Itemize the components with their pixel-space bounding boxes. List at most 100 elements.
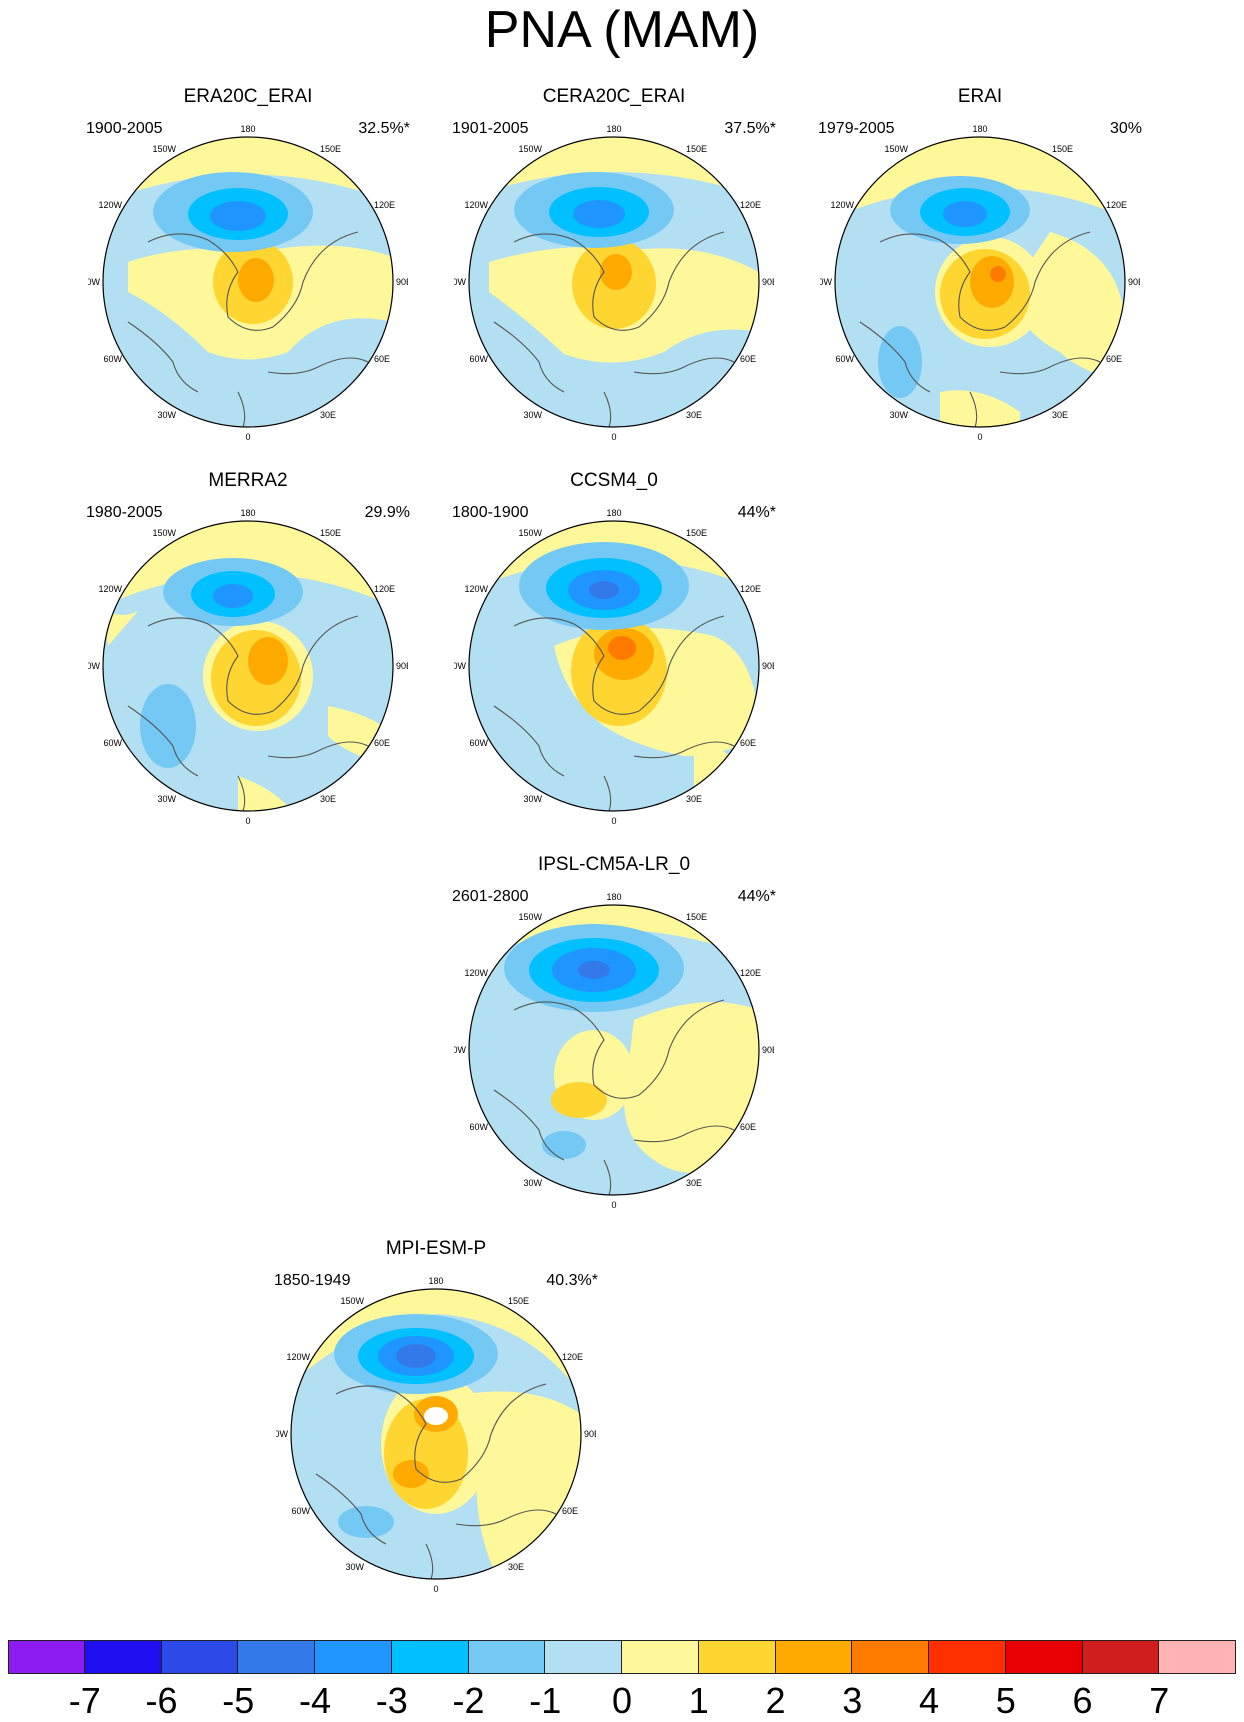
negative-anomaly-core [589,581,619,599]
lon-label: 90W [820,277,832,287]
lon-label: 90E [584,1429,596,1439]
lon-label: 30E [508,1562,524,1572]
negative-anomaly-core [210,201,266,231]
colorbar [8,1640,1236,1676]
colorbar-segment [468,1640,546,1674]
lon-label: 60E [374,354,390,364]
lon-label: 60W [835,354,854,364]
map-panel-merra2: MERRA2 1980-2005 29.9% 180 150E 120E 90E… [68,470,428,850]
colorbar-segment [1159,1640,1236,1674]
panel-title: ERAI [957,86,1003,107]
negative-anomaly-core [213,584,253,608]
map-panel-ipsl-cm5a-lr-0: IPSL-CM5A-LR_0 2601-2800 44%* 180 150E 1… [434,854,794,1234]
colorbar-tick-label: -1 [529,1680,562,1721]
lon-label: 0 [433,1584,438,1594]
lon-label: 180 [606,508,621,518]
lon-label: 60W [469,354,488,364]
lon-label: 150E [508,1296,529,1306]
coastline [315,1383,557,1579]
lon-label: 150W [152,528,176,538]
panel-title: ERA20C_ERAI [183,86,313,107]
colorbar-tick-label: -5 [222,1680,255,1721]
negative-anomaly-core [578,961,610,979]
lon-label: 120W [830,200,854,210]
lon-label: 60W [469,1122,488,1132]
lon-label: 120E [740,200,761,210]
coastline [127,615,369,811]
lon-label: 60E [740,354,756,364]
page-title: PNA (MAM) [484,1,760,59]
colorbar-segment [84,1640,162,1674]
coastline [859,231,1101,427]
lon-label: 120W [464,968,488,978]
lon-label: 120E [740,968,761,978]
polar-map: 180 150E 120E 90E 60E 30E 0 30W 60W 90W … [820,124,1140,442]
colorbar-tick-label: -2 [452,1680,485,1721]
lon-label: 120W [98,584,122,594]
lon-label: 90E [762,1045,774,1055]
lon-label: 0 [611,816,616,826]
lon-label: 90W [276,1429,288,1439]
lon-label: 30E [686,794,702,804]
negative-anomaly-core [943,201,987,227]
lon-label: 120W [286,1352,310,1362]
colorbar-segment [852,1640,929,1674]
period-label: 2601-2800 [452,888,529,905]
colorbar-tick-label: -7 [68,1680,101,1721]
variance-label: 44%* [737,504,776,521]
lon-label: 180 [428,1276,443,1286]
panel-title: CERA20C_ERAI [542,86,686,107]
colorbar-segment [545,1640,622,1674]
lon-label: 150W [884,144,908,154]
variance-label: 29.9% [364,504,410,521]
map-border [290,1288,582,1580]
lon-label: 0 [611,432,616,442]
lon-label: 180 [240,508,255,518]
lon-label: 120W [464,200,488,210]
lon-label: 90E [1128,277,1140,287]
lon-label: 30E [320,794,336,804]
lon-label: 60E [374,738,390,748]
colorbar-segment [698,1640,776,1674]
polar-map: 180 150E 120E 90E 60E 30E 0 30W 60W 90W … [454,892,774,1210]
lon-label: 180 [972,124,987,134]
lon-label: 30E [320,410,336,420]
lon-label: 90W [88,277,100,287]
lon-label: 60E [1106,354,1122,364]
period-label: 1979-2005 [818,120,895,137]
colorbar-tick-label: 6 [1072,1680,1093,1721]
period-label: 1901-2005 [452,120,529,137]
polar-map: 180 150E 120E 90E 60E 30E 0 30W 60W 90W … [88,508,408,826]
lon-label: 90E [762,277,774,287]
lon-label: 120E [374,200,395,210]
lon-label: 60W [103,354,122,364]
polar-map: 180 150E 120E 90E 60E 30E 0 30W 60W 90W … [454,124,774,442]
lon-label: 30W [523,794,542,804]
colorbar-tick-label: 5 [995,1680,1016,1721]
lon-label: 120E [1106,200,1127,210]
lon-label: 150E [320,528,341,538]
colorbar-segment [8,1640,85,1674]
colorbar-tick-label: -6 [145,1680,178,1721]
colorbar-segment [238,1640,315,1674]
lon-label: 150W [340,1296,364,1306]
colorbar-tick-label: -3 [375,1680,408,1721]
lon-label: 90E [396,661,408,671]
colorbar-tick-label: 3 [842,1680,863,1721]
lon-label: 150E [320,144,341,154]
negative-anomaly-core [396,1344,436,1368]
lon-label: 60W [291,1506,310,1516]
lon-label: 30W [157,410,176,420]
polar-map: 180 150E 120E 90E 60E 30E 0 30W 60W 90W … [276,1276,596,1594]
lon-label: 60E [562,1506,578,1516]
variance-label: 30% [1109,120,1142,137]
lon-label: 60W [103,738,122,748]
lon-label: 0 [245,816,250,826]
colorbar-segment [1005,1640,1083,1674]
variance-label: 44%* [737,888,776,905]
lon-label: 150W [518,912,542,922]
lon-label: 30E [686,1178,702,1188]
panel-title: CCSM4_0 [570,470,658,491]
lon-label: 150E [686,912,707,922]
coastline [493,615,735,811]
